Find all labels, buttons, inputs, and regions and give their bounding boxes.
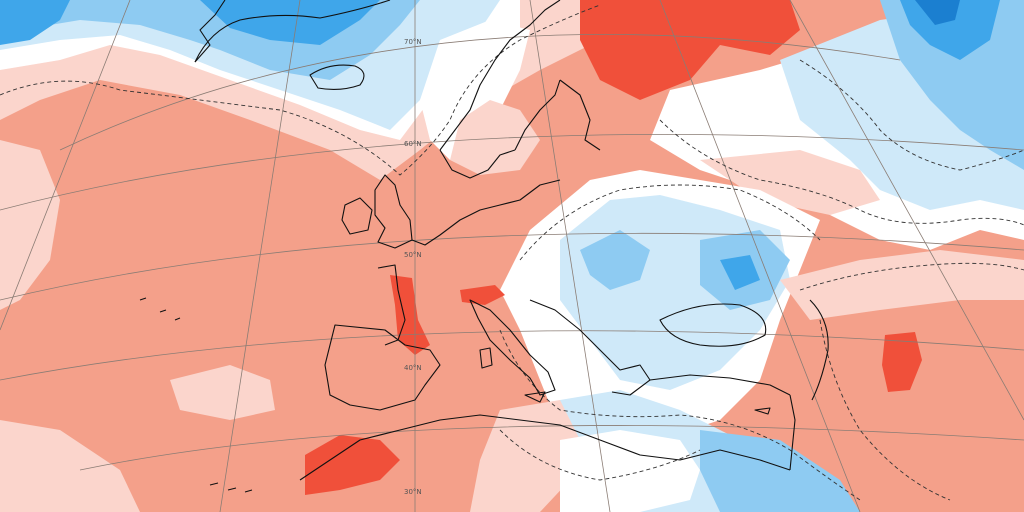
light-warm-north-africa [470,400,580,512]
coastline-finland [559,79,601,151]
coastline-scandinavia [439,0,561,151]
coastline-france-atlantic [377,264,406,346]
neutral-zone-scandinavia [420,20,530,160]
latitude-label-40: 40°N [404,364,422,372]
coastlines [139,0,829,493]
contour-central-europe [519,184,821,261]
warm-anomaly-middle-east [800,270,1024,512]
latitude-line-30 [79,425,1024,471]
cool-russia-northeast [880,0,1024,170]
coastline-levant [789,394,796,471]
coastline-greenland [194,0,391,63]
coastline-sardinia [479,347,493,369]
coastline-north-africa [299,414,791,481]
light-warm-anatolia [780,250,1024,320]
contour-north-atlantic [0,4,601,176]
contour-north-africa [499,429,701,481]
meridian-line-6 [789,0,1024,421]
contour-middle-east-south [819,319,951,501]
strong-cool-urals [900,0,1000,60]
zero-anomaly-contours [0,4,1024,501]
coastline-caspian [809,299,829,401]
strong-cool-greenland-west [0,0,70,45]
light-warm-atlantic-southwest [0,420,140,512]
latitude-label-70: 70°N [404,38,422,46]
coastline-western-europe [411,179,561,246]
latitude-label-30: 30°N [404,488,422,496]
coastline-greenland-east [194,0,226,63]
light-warm-east-band [700,150,880,215]
coastline-iberia [324,324,441,411]
coastline-canary-islands [209,482,253,493]
light-warm-scandinavia [450,100,540,175]
coastline-azores [139,297,181,321]
latitude-line-40 [0,330,1024,381]
cool-east-med [700,430,860,512]
coastline-balkans [529,299,651,396]
coastline-black-sea [659,303,767,347]
latitude-label-60: 60°N [404,140,422,148]
strong-warm-northwest-russia [580,0,800,100]
coastline-sicily [524,391,546,403]
very-cool-urals-core [915,0,960,25]
strong-warm-middle-east-core [882,332,922,392]
coastline-norway-south [439,149,516,179]
light-warm-atlantic-patch-west [0,140,60,310]
light-warm-atlantic-azores [170,365,275,420]
strong-cool-ukraine [720,255,760,290]
meridian-line-1 [0,0,131,331]
coastline-ireland [341,197,373,235]
meridian-line-4 [529,0,611,512]
cool-italy-adriatic [580,230,650,290]
coastline-sweden-baltic [514,79,561,151]
contour-middle-east [799,262,1024,291]
latitude-labels: 70°N 60°N 50°N 40°N 30°N [404,38,422,496]
strong-warm-morocco [305,435,400,495]
coastline-anatolia [649,374,791,396]
contour-east-europe [659,119,1024,226]
contour-russia-north [799,59,1024,171]
strong-cool-greenland [200,0,380,45]
coastline-iceland [309,64,365,91]
meridian-line-2 [219,0,301,512]
strong-warm-alps [460,285,505,305]
latitude-line-60 [0,133,1024,211]
latitude-line-70 [59,34,901,151]
coastline-cyprus [754,407,771,415]
latitude-line-50 [0,232,1024,301]
meridian-line-5 [659,0,861,512]
latitude-label-50: 50°N [404,251,422,259]
neutral-zone-libya [560,430,700,512]
coastline-italy [469,299,556,396]
